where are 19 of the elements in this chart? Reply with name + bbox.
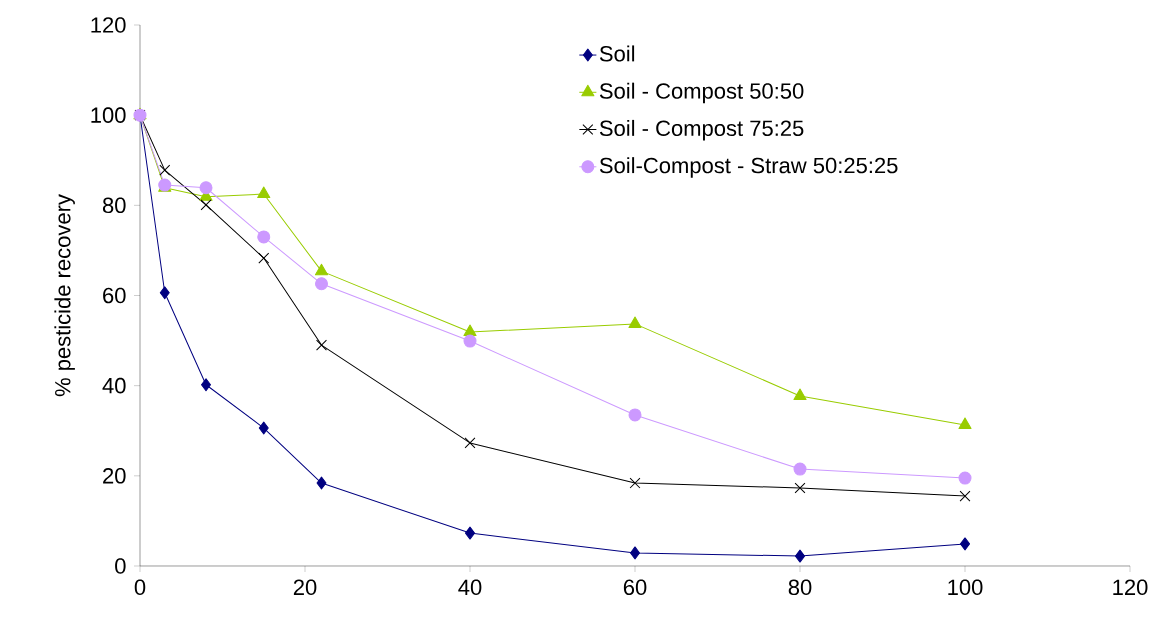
legend-label: Soil - Compost 75:25 xyxy=(599,119,804,141)
x-tick-label: 80 xyxy=(788,579,812,596)
y-tick-label: 60 xyxy=(103,287,126,304)
x-tick-label: 20 xyxy=(293,579,317,596)
y-axis-title: % pesticide recovery xyxy=(54,194,75,397)
x-tick-label: 60 xyxy=(623,579,647,596)
x-tick-label: 40 xyxy=(458,579,482,596)
y-tick-label: 100 xyxy=(91,107,126,123)
legend-label: Soil-Compost - Straw 50:25:25 xyxy=(599,157,898,178)
x-tick-label: 120 xyxy=(1113,579,1148,596)
x-tick-label: 0 xyxy=(134,579,146,596)
x-tick-label: 100 xyxy=(948,579,983,596)
legend-label: Soil xyxy=(599,45,635,62)
y-tick-label: 120 xyxy=(91,17,126,33)
y-tick-label: 0 xyxy=(115,558,126,574)
legend-label: Soil - Compost 50:50 xyxy=(599,82,804,104)
y-tick-label: 40 xyxy=(102,377,126,394)
y-tick-label: 80 xyxy=(102,197,126,214)
y-tick-label: 20 xyxy=(103,468,126,484)
